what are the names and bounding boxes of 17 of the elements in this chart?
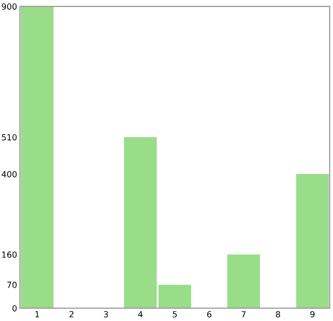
x-tick-label: 3: [104, 311, 108, 318]
y-tick-label: 900: [2, 3, 17, 10]
bar: [296, 174, 329, 308]
x-tick-label: 7: [242, 311, 246, 318]
y-tick-label: 70: [7, 282, 17, 288]
x-tick-label: 2: [70, 311, 74, 318]
bar: [227, 254, 260, 308]
x-tick-label: 9: [310, 311, 315, 318]
y-tick-label: 510: [2, 134, 17, 140]
x-tick-label: 4: [138, 311, 143, 318]
x-tick-label: 1: [35, 311, 40, 318]
y-tick-label: 160: [2, 252, 17, 258]
y-tick-label: 400: [2, 171, 17, 178]
x-tick-label: 6: [207, 311, 212, 318]
x-tick-label: 5: [172, 311, 177, 318]
x-tick-label: 8: [276, 311, 280, 318]
y-tick-label: 0: [12, 305, 17, 312]
